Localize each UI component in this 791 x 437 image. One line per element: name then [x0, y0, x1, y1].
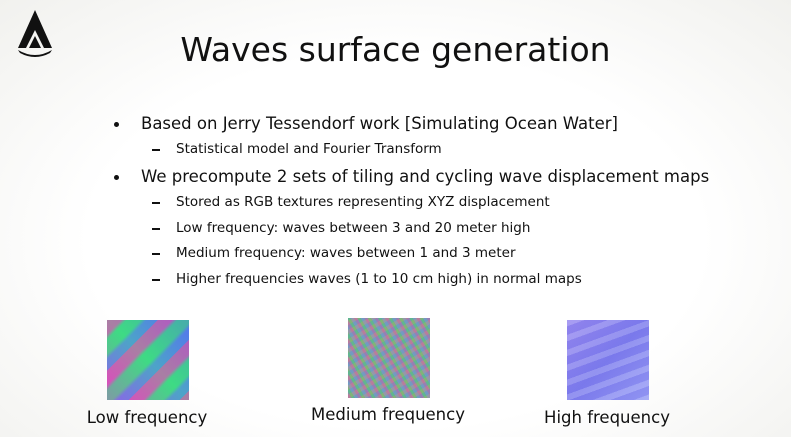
sub-bullet-marker — [152, 228, 160, 230]
slide-title: Waves surface generation — [180, 30, 611, 69]
texture-image — [348, 318, 430, 398]
sub-bullet-text: Stored as RGB textures representing XYZ … — [176, 194, 550, 210]
texture-image — [567, 320, 649, 400]
sub-bullet-marker — [152, 149, 160, 151]
sub-bullet-text: Low frequency: waves between 3 and 20 me… — [176, 220, 531, 236]
sub-bullet-marker — [152, 253, 160, 255]
bullet-text: We precompute 2 sets of tiling and cycli… — [141, 167, 710, 186]
image-caption: High frequency — [544, 408, 670, 427]
bullet-marker — [114, 122, 119, 127]
bullet-marker — [114, 175, 119, 180]
logo — [18, 10, 52, 57]
bullet-text: Based on Jerry Tessendorf work [Simulati… — [141, 114, 618, 133]
image-caption: Low frequency — [86, 408, 208, 427]
sub-bullet-marker — [152, 279, 160, 281]
sub-bullet-marker — [152, 202, 160, 204]
sub-bullet-text: Medium frequency: waves between 1 and 3 … — [176, 245, 516, 261]
sub-bullet-text: Statistical model and Fourier Transform — [176, 141, 442, 157]
sub-bullet-text: Higher frequencies waves (1 to 10 cm hig… — [176, 271, 582, 287]
image-caption: Medium frequency — [311, 405, 465, 424]
texture-image — [107, 320, 189, 400]
